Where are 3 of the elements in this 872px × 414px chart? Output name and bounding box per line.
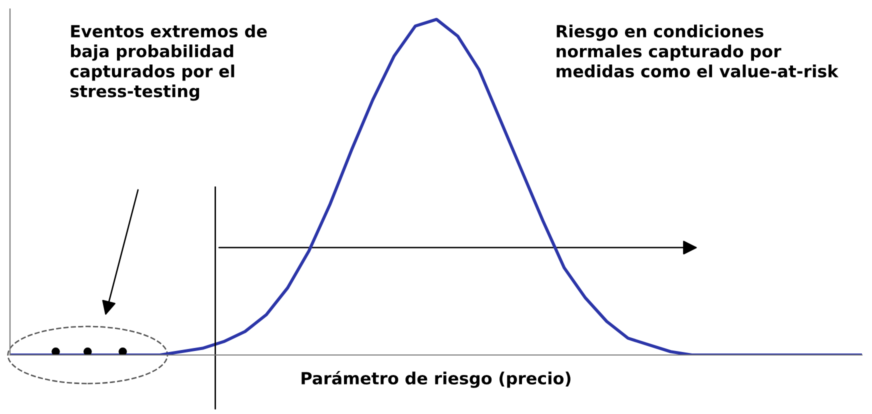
- x-axis-title: Parámetro de riesgo (precio): [302, 370, 570, 388]
- annotation: Eventos extremos de baja probabilidad capturados por el stress-testing: [70, 24, 267, 101]
- annotation: Riesgo en condiciones normales capturado por medidas como el value-at-risk: [556, 24, 839, 78]
